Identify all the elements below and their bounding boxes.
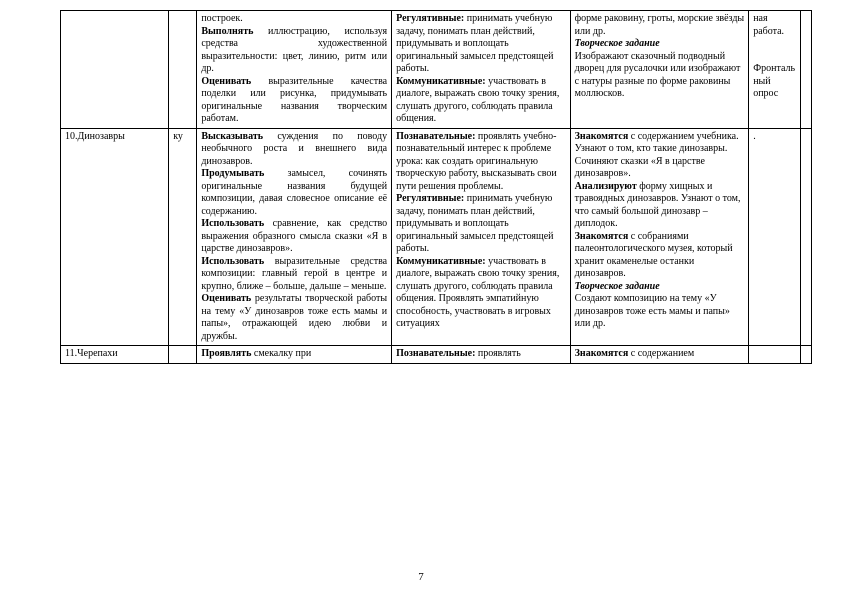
table-cell: Проявлять смекалку при [197,346,392,364]
table-cell: Знакомятся с содержанием [570,346,749,364]
table-cell [801,346,812,364]
table-cell [749,346,801,364]
table-cell: построек.Выполнять иллюстрацию, использу… [197,11,392,129]
table-cell: 11.Черепахи [61,346,169,364]
table-cell [801,11,812,129]
table-cell: Регулятивные: принимать учебную задачу, … [392,11,571,129]
table-cell: ку [169,128,197,346]
table-cell [61,11,169,129]
table-cell: форме раковину, гроты, морские звёзды ил… [570,11,749,129]
table-row: 11.Черепахи Проявлять смекалку приПознава… [61,346,812,364]
curriculum-table: построек.Выполнять иллюстрацию, использу… [60,10,812,364]
table-cell: Высказывать суждения по поводу необычног… [197,128,392,346]
table-cell: ная работа.Фронтальный опрос [749,11,801,129]
table-cell: Познавательные: проявлять учебно-познава… [392,128,571,346]
table-cell: 10.Динозавры [61,128,169,346]
table-row: 10.ДинозаврыкуВысказывать суждения по по… [61,128,812,346]
table-cell: Знакомятся с содержанием учебника.Узнают… [570,128,749,346]
table-cell [801,128,812,346]
page-number: 7 [0,571,842,583]
table-row: построек.Выполнять иллюстрацию, использу… [61,11,812,129]
table-cell [169,11,197,129]
table-cell: . [749,128,801,346]
table-cell: Познавательные: проявлять [392,346,571,364]
table-cell [169,346,197,364]
